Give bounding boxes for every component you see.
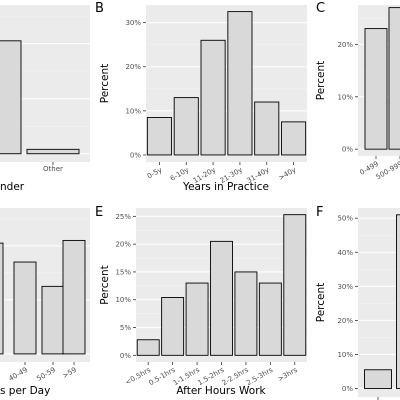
plot-background <box>146 5 307 162</box>
y-tick-label: 20% <box>337 317 353 325</box>
bar <box>396 214 400 389</box>
y-tick-label: 0% <box>342 385 353 393</box>
bar <box>210 240 233 356</box>
x-tick-label: 0-5y <box>146 166 163 181</box>
bar <box>364 369 392 389</box>
y-tick-label: 30% <box>125 19 141 27</box>
x-tick-label: 500-999 <box>375 160 400 182</box>
y-tick-label: 0% <box>130 151 141 159</box>
y-tick-label: 20% <box>337 41 353 49</box>
y-axis-title: Percent <box>315 283 327 323</box>
y-tick-label: 50% <box>337 215 353 223</box>
y-axis-title: Percent <box>99 64 111 104</box>
bar <box>173 97 199 156</box>
y-tick-label: 20% <box>115 241 131 249</box>
panel-e: 0%5%10%15%20%25%<0.5hrs0.5-1hrs1-1.5hrs1… <box>95 205 307 397</box>
y-axis-title: Percent <box>99 265 111 305</box>
panel-f: 0%10%20%30%40%50%APercentF <box>315 205 400 400</box>
y-tick-label: 10% <box>337 93 353 101</box>
panel-letter: B <box>95 1 104 16</box>
bar <box>0 242 4 355</box>
bar <box>0 40 22 155</box>
bar <box>146 117 172 156</box>
y-tick-label: 25% <box>115 213 131 221</box>
y-tick-label: 10% <box>115 296 131 304</box>
x-tick-label: >59 <box>61 366 78 380</box>
x-axis-title: After Hours Work <box>176 385 266 397</box>
y-tick-label: 30% <box>337 283 353 291</box>
bar <box>185 282 209 356</box>
bar <box>258 282 282 356</box>
y-tick-label: 40% <box>337 249 353 257</box>
y-tick-label: 5% <box>120 324 131 332</box>
bar <box>234 271 258 356</box>
y-tick-label: 0% <box>120 352 131 360</box>
bar <box>26 148 80 155</box>
y-tick-label: 15% <box>115 268 131 276</box>
panel-letter: C <box>316 1 325 16</box>
y-axis-title: Percent <box>315 61 327 101</box>
x-tick-label: 0.5-1hrs <box>147 366 176 388</box>
y-tick-label: 0% <box>342 146 353 154</box>
y-tick-label: 10% <box>337 351 353 359</box>
bar <box>364 28 388 150</box>
x-tick-label: >40y <box>277 166 297 182</box>
panel-a: aleOthernder <box>0 5 90 193</box>
panel-b: 0%10%20%30%0-5y 6-10y 11-20y 21-30y 31-40y >4… <box>95 1 307 193</box>
panel-letter: F <box>316 205 323 220</box>
x-tick-label: 40-49 <box>7 366 29 383</box>
bar <box>136 339 160 356</box>
plot-background <box>358 208 400 397</box>
bar <box>41 285 65 355</box>
x-axis-title: nder <box>0 181 25 193</box>
x-axis-title: Years in Practice <box>182 181 269 193</box>
bar <box>62 239 86 355</box>
bar <box>283 214 307 356</box>
bar <box>388 7 400 150</box>
bar <box>254 101 280 156</box>
x-tick-label: 50-59 <box>35 366 57 383</box>
bar <box>281 121 307 156</box>
panel-letter: E <box>95 205 103 220</box>
x-tick-label: Other <box>43 165 63 173</box>
y-tick-label: 10% <box>125 107 141 115</box>
bar <box>227 11 253 156</box>
y-tick-label: 20% <box>125 63 141 71</box>
bar <box>13 261 37 355</box>
bar <box>200 39 226 156</box>
bar <box>161 297 185 356</box>
panel-d: 40-49 50-59 >59 s per Day <box>0 208 90 397</box>
x-axis-title: s per Day <box>0 385 50 397</box>
x-tick-label: >3hrs <box>276 366 299 384</box>
